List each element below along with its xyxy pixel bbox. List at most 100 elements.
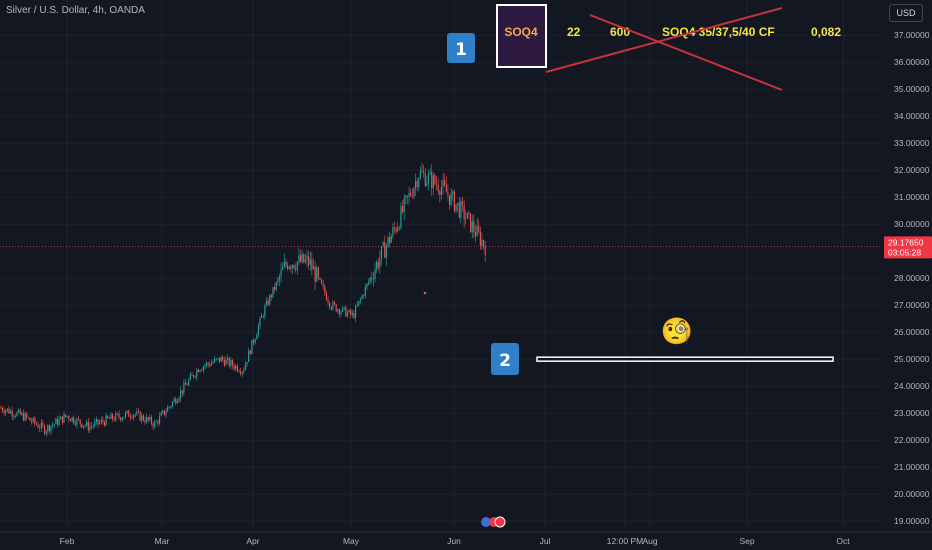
badge-1-label: 1: [455, 40, 467, 60]
symbol-title[interactable]: Silver / U.S. Dollar, 4h, OANDA: [6, 5, 145, 16]
soq-box-label: SOQ4: [504, 25, 538, 39]
candle-body: [82, 425, 84, 428]
candle-body: [217, 357, 219, 359]
candle-body: [436, 183, 438, 185]
candle-body: [251, 340, 253, 354]
candles: [0, 162, 486, 437]
candle-body: [355, 306, 357, 318]
candle-body: [402, 206, 404, 212]
horizontal-level-line[interactable]: [536, 356, 834, 362]
badge-2[interactable]: 2: [491, 343, 519, 375]
candle-body: [317, 267, 319, 278]
candle-body: [478, 225, 480, 232]
cross-out-line[interactable]: [589, 14, 783, 91]
candle-body: [6, 408, 8, 411]
candle-body: [105, 415, 107, 426]
note-qty[interactable]: 22: [567, 25, 581, 39]
badge-1[interactable]: 1: [447, 33, 475, 63]
candle-body: [379, 258, 381, 268]
candle-body: [193, 374, 195, 377]
candle-body: [81, 423, 83, 428]
candle-body: [414, 180, 417, 188]
candle-body: [295, 268, 297, 270]
event-markers[interactable]: [481, 516, 506, 528]
candle-body: [124, 412, 127, 417]
candle-body: [270, 295, 272, 298]
price-tick-label: 36.00000: [894, 57, 930, 67]
candle-body: [194, 376, 196, 378]
candle-body: [71, 417, 73, 422]
candle-body: [280, 269, 282, 277]
candle-body: [372, 278, 374, 280]
candle-body: [50, 426, 52, 432]
candle-body: [252, 340, 255, 343]
candle-body: [316, 267, 318, 282]
monocle-face-icon[interactable]: 🧐: [661, 317, 693, 347]
candle-body: [424, 173, 426, 186]
candle-body: [223, 360, 225, 366]
candle-body: [22, 412, 25, 421]
time-tick-label: Sep: [739, 536, 754, 546]
soq-note-box[interactable]: SOQ4: [496, 4, 547, 68]
candle-body: [479, 231, 481, 246]
candle-body: [97, 419, 99, 424]
currency-button[interactable]: USD: [889, 4, 923, 22]
price-tick-label: 28.00000: [894, 273, 930, 283]
time-tick-label: Jun: [447, 536, 461, 546]
candle-body: [285, 262, 287, 265]
note-desc[interactable]: SOQ4 35/37,5/40 CF: [662, 25, 775, 39]
candle-body: [389, 237, 391, 243]
candle-body: [199, 370, 201, 372]
candle-body: [189, 374, 191, 380]
price-tick-label: 33.00000: [894, 138, 930, 148]
candle-body: [220, 357, 222, 362]
candle-body: [24, 413, 26, 421]
candle-body: [457, 202, 459, 205]
candle-body: [155, 421, 157, 423]
price-tick-label: 21.00000: [894, 462, 930, 472]
candle-body: [311, 259, 313, 270]
note-value[interactable]: 0,082: [811, 25, 841, 39]
candle-body: [410, 192, 412, 196]
candle-body: [427, 173, 430, 183]
flag-icon[interactable]: [494, 516, 506, 528]
candle-body: [40, 422, 42, 429]
candle-body: [299, 255, 302, 262]
candle-body: [395, 228, 397, 232]
candle-body: [120, 417, 122, 421]
candle-body: [483, 240, 485, 246]
candle-body: [0, 407, 2, 409]
candle-body: [466, 212, 468, 219]
candle-body: [141, 415, 143, 421]
candle-body: [66, 416, 68, 417]
candle-body: [159, 415, 161, 424]
candle-body: [345, 307, 347, 317]
time-axis[interactable]: Feb Mar Apr May Jun Jul 12:00 PM Aug Sep Oct: [60, 536, 851, 546]
price-axis[interactable]: 37.00000 36.00000 35.00000 34.00000 33.00000…: [894, 30, 930, 526]
candle-body: [236, 365, 238, 372]
candle-body: [116, 413, 119, 415]
candle-body: [319, 277, 321, 280]
candle-body: [366, 283, 368, 287]
candle-body: [61, 416, 63, 423]
candle-body: [377, 261, 379, 268]
candle-body: [423, 171, 425, 174]
candle-body: [92, 425, 94, 427]
price-tick-label: 31.00000: [894, 192, 930, 202]
cross-out-line[interactable]: [545, 7, 783, 73]
candle-body: [445, 184, 447, 193]
candle-body: [264, 305, 266, 317]
candle-body: [31, 420, 33, 423]
price-tick-label: 32.00000: [894, 165, 930, 175]
candle-body: [322, 283, 324, 287]
candle-body: [99, 422, 101, 424]
candle-body: [21, 412, 23, 415]
candle-body: [188, 379, 190, 386]
candle-body: [170, 406, 172, 407]
candle-body: [8, 408, 10, 414]
candle-body: [282, 267, 284, 270]
flag-icon[interactable]: [481, 517, 491, 527]
candle-body: [48, 425, 50, 432]
candle-body: [225, 359, 227, 366]
